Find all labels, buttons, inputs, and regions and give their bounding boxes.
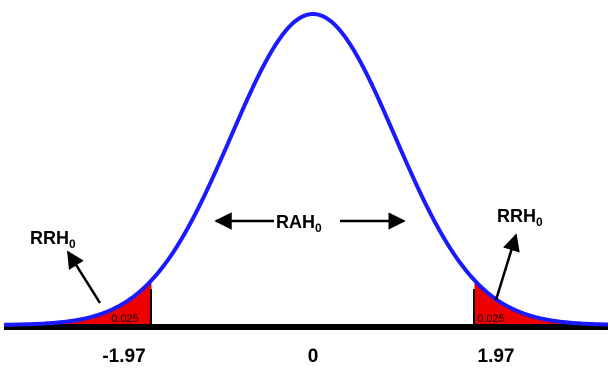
right-rejection-arrow — [494, 233, 520, 301]
right-tail-area-label: 0.025 — [477, 313, 505, 325]
acceptance-region-label: RAH0 — [276, 212, 322, 235]
left-rejection-region-sub: 0 — [69, 237, 76, 251]
right-rejection-region-label: RRH0 — [497, 206, 543, 229]
tick-label-right: 1.97 — [478, 346, 515, 367]
acceptance-region-sub: 0 — [315, 221, 322, 235]
left-rejection-arrow — [66, 250, 102, 304]
left-rejection-region-main: RRH — [30, 228, 69, 248]
right-rejection-region-sub: 0 — [536, 215, 543, 229]
left-tail-area-label: 0.025 — [111, 313, 139, 325]
right-rejection-tail — [474, 280, 608, 325]
right-rejection-region-main: RRH — [497, 206, 536, 226]
acceptance-region-main: RAH — [276, 212, 315, 232]
left-rejection-tail — [4, 280, 152, 325]
tick-label-left: -1.97 — [102, 346, 145, 367]
normal-curve — [4, 12, 608, 327]
left-rejection-region-label: RRH0 — [30, 228, 76, 251]
tick-label-center: 0 — [308, 346, 319, 367]
